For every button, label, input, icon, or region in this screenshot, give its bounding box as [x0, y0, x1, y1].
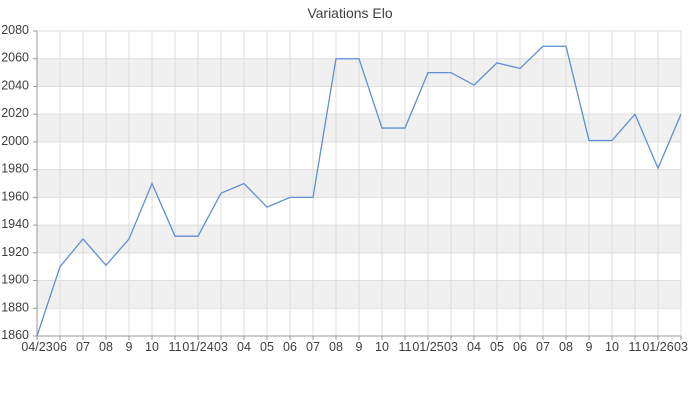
svg-text:2060: 2060 [1, 51, 29, 65]
svg-text:05: 05 [490, 340, 504, 354]
svg-text:11: 11 [399, 340, 412, 354]
svg-text:1980: 1980 [1, 162, 29, 176]
svg-text:2020: 2020 [1, 106, 29, 120]
svg-text:06: 06 [53, 340, 67, 354]
svg-text:9: 9 [126, 340, 133, 354]
svg-text:1880: 1880 [1, 300, 29, 314]
svg-text:05: 05 [260, 340, 274, 354]
svg-text:01/24: 01/24 [182, 340, 213, 354]
svg-text:03: 03 [214, 340, 228, 354]
svg-text:08: 08 [99, 340, 113, 354]
svg-text:01/25: 01/25 [412, 340, 443, 354]
svg-text:10: 10 [375, 340, 389, 354]
svg-text:10: 10 [605, 340, 619, 354]
svg-text:06: 06 [513, 340, 527, 354]
svg-text:9: 9 [356, 340, 363, 354]
svg-text:1960: 1960 [1, 189, 29, 203]
svg-text:08: 08 [329, 340, 343, 354]
svg-text:04: 04 [237, 340, 251, 354]
svg-text:2080: 2080 [1, 23, 29, 37]
svg-text:01/26: 01/26 [642, 340, 673, 354]
svg-text:07: 07 [536, 340, 550, 354]
svg-text:04: 04 [467, 340, 481, 354]
svg-text:1900: 1900 [1, 273, 29, 287]
svg-text:07: 07 [306, 340, 320, 354]
svg-text:2000: 2000 [1, 134, 29, 148]
svg-text:2040: 2040 [1, 78, 29, 92]
svg-text:08: 08 [559, 340, 573, 354]
svg-text:9: 9 [586, 340, 593, 354]
svg-text:06: 06 [283, 340, 297, 354]
svg-text:04/23: 04/23 [21, 340, 52, 354]
svg-text:10: 10 [145, 340, 159, 354]
svg-text:1940: 1940 [1, 217, 29, 231]
svg-text:11: 11 [169, 340, 182, 354]
svg-text:03: 03 [674, 340, 688, 354]
svg-text:03: 03 [444, 340, 458, 354]
svg-text:11: 11 [629, 340, 642, 354]
svg-text:07: 07 [76, 340, 90, 354]
svg-text:1920: 1920 [1, 245, 29, 259]
